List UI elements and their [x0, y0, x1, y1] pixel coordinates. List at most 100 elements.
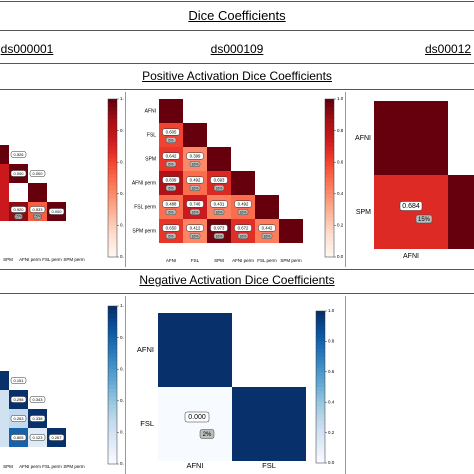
- neg2-colorbar-segment: [316, 311, 325, 316]
- neg1-x-tick-label: SPM: [3, 464, 13, 469]
- neg1-colorbar-tick-label: 0.4: [120, 398, 124, 403]
- pos2-value-11-box: [186, 224, 204, 232]
- neg2-x-tick-label: FSL: [262, 461, 276, 470]
- pos2-colorbar-segment: [325, 233, 334, 238]
- pos2-colorbar-segment: [325, 114, 334, 120]
- pos1-colorbar-segment: [108, 233, 117, 238]
- neg2-colorbar-segment: [316, 447, 325, 453]
- pos2-cell: [231, 171, 255, 195]
- dataset-label-2: ds000109: [210, 42, 264, 56]
- pos2-value-7-box: [186, 200, 204, 208]
- pos2-colorbar-segment: [325, 181, 334, 187]
- pos1-value-1-text: 0.000: [13, 171, 24, 176]
- neg1-colorbar-segment: [108, 377, 117, 382]
- heatmap-positive-ds000001: 0.526 0.000 0.000 0.920 15% 0.533 15% 0.000 SPM A…: [0, 96, 124, 262]
- pos2-colorbar-tick-label: 0.0: [337, 254, 343, 259]
- neg1-colorbar-segment: [108, 452, 117, 457]
- pos1-value-2-text: 0.000: [32, 171, 43, 176]
- pos2-value-0-text: 0.605: [166, 129, 177, 134]
- pos1-colorbar-segment: [108, 110, 117, 116]
- neg1-colorbar-segment: [108, 396, 117, 402]
- pos1-pct-4-box: [33, 213, 42, 220]
- pos2-colorbar-segment: [325, 241, 334, 246]
- pos2-colorbar-segment: [325, 170, 334, 175]
- neg1-colorbar-segment: [108, 373, 117, 378]
- panel-divider-2: [345, 92, 346, 267]
- pos2-colorbar-segment: [325, 158, 334, 163]
- pos2-pct-9-box: [237, 209, 249, 215]
- pos1-colorbar-segment: [108, 118, 117, 124]
- pos2-y-tick-label: FSL: [147, 132, 156, 138]
- pos1-cell: [0, 183, 9, 202]
- pos1-colorbar-segment: [108, 189, 117, 195]
- pos1-colorbar-segment: [108, 241, 117, 246]
- neg2-cell: [158, 387, 232, 461]
- pos2-y-tick-label: FSL perm: [134, 204, 156, 210]
- pos2-value-14-box: [258, 224, 276, 232]
- pos2-cell: [159, 99, 183, 123]
- neg2-colorbar-segment: [316, 421, 325, 426]
- neg2-colorbar-segment: [316, 432, 325, 437]
- heatmap-positive-ds000109: 0.605 6% 0.642 6% 0.399 16% 0.839 6% 0.492 16% 0.6…: [132, 96, 343, 263]
- pos2-value-6-text: 0.488: [166, 201, 177, 206]
- pos2-pct-5-box: [213, 185, 225, 191]
- pos2-value-12-text: 0.973: [214, 225, 225, 230]
- pos2-pct-5-text: 16%: [215, 186, 223, 190]
- pos1-colorbar-segment: [108, 209, 117, 215]
- pos1-cell: [0, 164, 9, 183]
- pos2-cell: [255, 195, 279, 219]
- neg1-colorbar-segment: [108, 408, 117, 414]
- pos2-pct-12-text: 16%: [215, 234, 223, 238]
- neg2-value-text: 0.000: [188, 414, 206, 421]
- neg2-colorbar-segment: [316, 371, 325, 377]
- neg1-colorbar-segment: [108, 345, 117, 351]
- neg1-value-0-text: 0.151: [13, 378, 24, 383]
- pos2-value-13-text: 0.672: [238, 225, 249, 230]
- pos2-value-7-text: 0.746: [190, 201, 201, 206]
- pos2-pct-2-text: 16%: [191, 162, 199, 166]
- pos3-y-tick-label: AFNI: [355, 135, 371, 142]
- neg2-colorbar-segment: [316, 375, 325, 380]
- neg1-colorbar-segment: [108, 460, 117, 465]
- pos1-colorbar-segment: [108, 229, 117, 234]
- pos2-colorbar-segment: [325, 225, 334, 230]
- neg1-colorbar-segment: [108, 313, 117, 319]
- pos3-y-tick-label: SPM: [356, 209, 371, 216]
- pos1-colorbar-segment: [108, 193, 117, 199]
- neg1-colorbar-segment: [108, 333, 117, 339]
- pos2-colorbar-segment: [325, 209, 334, 215]
- neg1-colorbar-segment: [108, 341, 117, 347]
- pos2-colorbar-segment: [325, 213, 334, 219]
- pos2-colorbar-segment: [325, 162, 334, 167]
- neg2-colorbar-segment: [316, 318, 325, 323]
- pos2-cell: [183, 123, 207, 147]
- pos2-value-10-text: 0.650: [166, 225, 177, 230]
- neg2-colorbar-segment: [316, 322, 325, 327]
- pos2-colorbar-segment: [325, 253, 334, 258]
- pos1-value-5-box: [48, 208, 65, 215]
- pos2-pct-8-text: 16%: [215, 210, 223, 214]
- pos1-colorbar-segment: [108, 154, 117, 159]
- pos1-x-tick-label: FSL perm: [42, 257, 62, 262]
- pos1-value-3-box: [10, 206, 27, 213]
- pos1-colorbar-segment: [108, 253, 117, 258]
- neg1-x-tick-label: SPM perm: [63, 464, 85, 469]
- pos2-colorbar-segment: [325, 99, 334, 104]
- pos2-pct-6-box: [165, 209, 177, 215]
- pos2-pct-13-box: [237, 233, 249, 239]
- pos3-cell: [374, 101, 448, 175]
- neg1-value-4-box: [29, 415, 46, 422]
- pos2-pct-1-text: 6%: [168, 162, 174, 166]
- pos2-pct-3-box: [165, 185, 177, 191]
- pos2-colorbar-frame: [324, 98, 335, 258]
- pos1-colorbar-segment: [108, 106, 117, 112]
- pos2-value-4-text: 0.492: [190, 177, 201, 182]
- pos2-colorbar-segment: [325, 237, 334, 242]
- neg2-colorbar-segment: [316, 314, 325, 320]
- neg1-colorbar-segment: [108, 432, 117, 437]
- neg1-colorbar-frame: [107, 305, 118, 465]
- pos2-colorbar-segment: [325, 130, 334, 136]
- neg2-colorbar-segment: [316, 428, 325, 434]
- pos2-pct-4-text: 16%: [191, 186, 199, 190]
- neg2-colorbar-segment: [316, 459, 325, 464]
